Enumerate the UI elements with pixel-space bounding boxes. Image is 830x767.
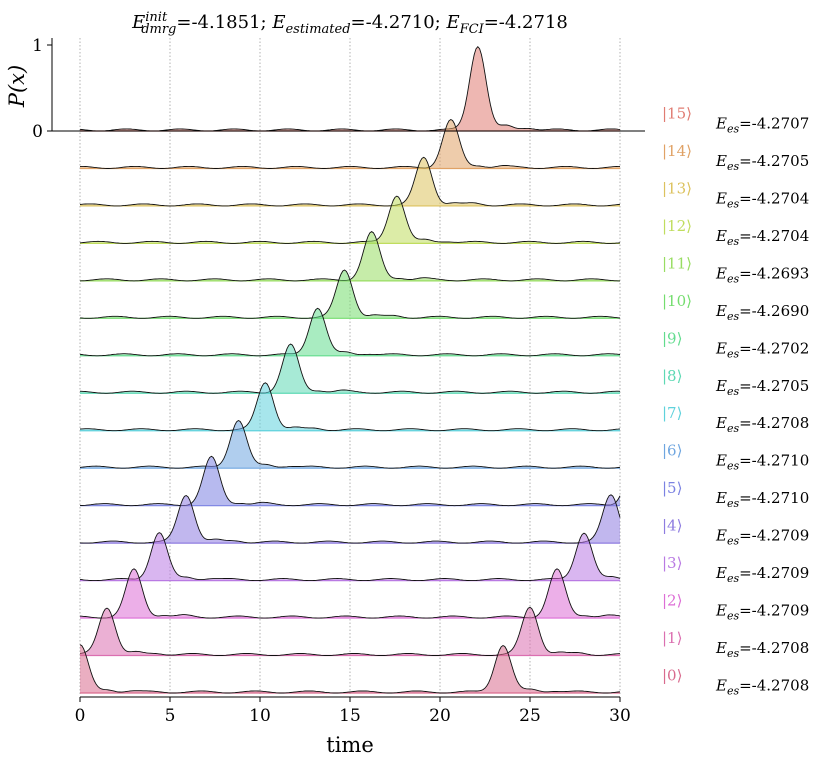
energy-label: Ees=-4.2710 [715, 489, 809, 510]
ridge-line [79, 195, 621, 244]
title-part: =-4.2710; [351, 12, 447, 33]
x-tick-label: 0 [75, 706, 86, 726]
state-label: |13⟩ [662, 179, 692, 197]
energy-label: Ees=-4.2707 [715, 114, 809, 135]
ridge-area [80, 46, 620, 132]
title-part: =-4.2718 [484, 12, 568, 33]
ridge-line [79, 46, 621, 132]
y-tick-label: 1 [32, 36, 43, 56]
title-part: init [145, 10, 168, 25]
state-label: |7⟩ [662, 404, 682, 422]
energy-label: Ees=-4.2708 [715, 639, 809, 660]
ridge-line [79, 382, 621, 432]
ridge-area [80, 270, 620, 319]
energy-label: Ees=-4.2708 [715, 676, 809, 697]
title-part: E [271, 12, 285, 33]
ridge-line [79, 156, 621, 207]
title-part: E [131, 12, 145, 33]
state-label: |11⟩ [662, 254, 692, 272]
y-tick-label: 0 [32, 122, 43, 142]
x-ticks: 0 5 10 15 20 25 30 [75, 697, 631, 726]
energy-label: Ees=-4.2704 [715, 189, 809, 210]
energy-label: Ees=-4.2704 [715, 227, 809, 248]
state-label: |6⟩ [662, 442, 682, 460]
ridge-line [80, 118, 620, 169]
ridge-area [80, 644, 620, 693]
grid [79, 38, 621, 695]
x-tick-label: 15 [339, 706, 361, 726]
state-label: |12⟩ [662, 217, 692, 235]
energy-label: Ees=-4.2702 [715, 339, 809, 360]
ridge-area [80, 494, 620, 544]
energy-label: Ees=-4.2693 [715, 264, 809, 285]
energy-label: Ees=-4.2690 [715, 302, 809, 323]
ridge-line [79, 606, 621, 656]
state-label: |2⟩ [662, 592, 682, 610]
x-tick-label: 30 [609, 706, 631, 726]
state-label: |14⟩ [662, 142, 692, 160]
ridge-line [79, 419, 621, 469]
energy-label: Ees=-4.2709 [715, 602, 809, 623]
ridge-area [80, 568, 620, 619]
x-tick-label: 10 [249, 706, 271, 726]
state-label: |10⟩ [662, 292, 692, 310]
title-part: estimated [285, 22, 350, 37]
energy-label: Ees=-4.2708 [715, 414, 809, 435]
state-label: |5⟩ [662, 479, 682, 497]
ridge-line [79, 644, 621, 694]
ridge-line [79, 307, 621, 357]
ridge-line [79, 269, 621, 319]
state-label: |15⟩ [662, 104, 692, 122]
title-part: FCI [459, 22, 485, 37]
ridges [79, 46, 621, 694]
energy-label: Ees=-4.2710 [715, 452, 809, 473]
ridge-line [79, 455, 621, 507]
energy-label: Ees=-4.2709 [715, 527, 809, 548]
title-part: dmrg [141, 22, 176, 37]
x-tick-label: 20 [429, 706, 451, 726]
ridge-line [79, 532, 621, 582]
title-part: E [445, 12, 459, 33]
x-tick-label: 25 [519, 706, 541, 726]
x-axis-label: time [326, 733, 374, 757]
chart-title: Einit dmrg=-4.1851; Eestimated=-4.2710; E… [131, 10, 568, 37]
state-label: |4⟩ [662, 517, 682, 535]
energy-label: Ees=-4.2705 [715, 377, 809, 398]
ridge-line [79, 494, 621, 544]
series-labels: |15⟩ Ees=-4.2707 |14⟩ Ees=-4.2705 |13⟩ Ees=-4… [662, 104, 809, 697]
state-label: |1⟩ [662, 629, 682, 647]
state-label: |3⟩ [662, 554, 682, 572]
y-ticks: 01 [32, 36, 52, 142]
x-tick-label: 5 [165, 706, 176, 726]
state-label: |9⟩ [662, 329, 682, 347]
energy-label: Ees=-4.2709 [715, 564, 809, 585]
ridge-area [80, 456, 620, 506]
ridge-line [79, 343, 621, 394]
energy-label: Ees=-4.2705 [715, 152, 809, 173]
state-label: |8⟩ [662, 367, 682, 385]
y-axis-label: P(x) [5, 65, 29, 108]
state-label: |0⟩ [662, 666, 682, 684]
title-part: =-4.1851; [176, 12, 272, 33]
